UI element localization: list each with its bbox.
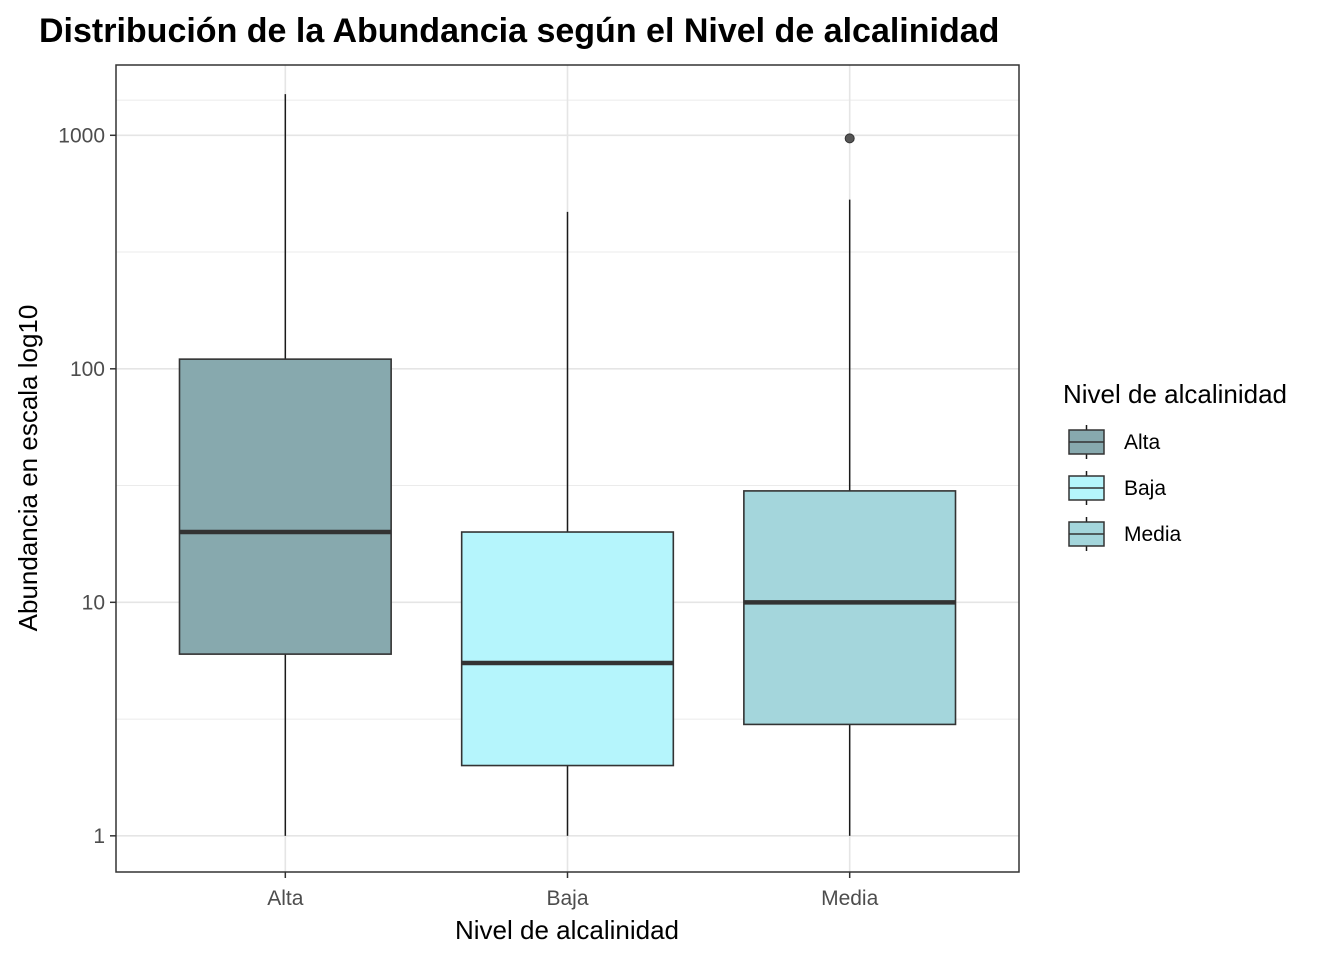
box-alta <box>178 94 392 836</box>
box-body <box>460 531 675 767</box>
legend-label: Baja <box>1124 477 1166 500</box>
x-tick-label: Baja <box>546 887 588 910</box>
box-body <box>178 358 392 655</box>
y-tick-label: 10 <box>82 591 105 614</box>
outlier-point <box>844 133 855 144</box>
x-tick-label: Alta <box>267 887 304 910</box>
boxes-layer <box>178 94 957 836</box>
legend-title: Nivel de alcalinidad <box>1063 379 1287 409</box>
legend-keys: Alta Baja Media <box>1068 425 1182 551</box>
chart-title: Distribución de la Abundancia según el N… <box>39 12 999 50</box>
y-axis-title: Abundancia en escala log10 <box>13 305 43 632</box>
legend-key-media: Media <box>1068 517 1182 551</box>
x-axis-title: Nivel de alcalinidad <box>455 915 679 945</box>
legend-label: Media <box>1124 523 1182 546</box>
legend-label: Alta <box>1124 431 1161 454</box>
legend-key-alta: Alta <box>1068 425 1161 459</box>
box-media <box>743 133 957 836</box>
y-tick-label: 1000 <box>58 124 105 147</box>
legend: Nivel de alcalinidad Alta Baja Media <box>1063 379 1287 551</box>
plot-panel <box>115 64 1020 873</box>
x-tick-label: Media <box>821 887 879 910</box>
y-tick-label: 1 <box>93 825 105 848</box>
x-axis: Alta Baja Media <box>267 872 879 910</box>
y-tick-label: 100 <box>70 358 105 381</box>
y-axis: 1 10 100 1000 <box>58 124 116 848</box>
legend-key-baja: Baja <box>1068 471 1166 505</box>
box-baja <box>460 211 675 836</box>
box-body <box>743 490 957 726</box>
